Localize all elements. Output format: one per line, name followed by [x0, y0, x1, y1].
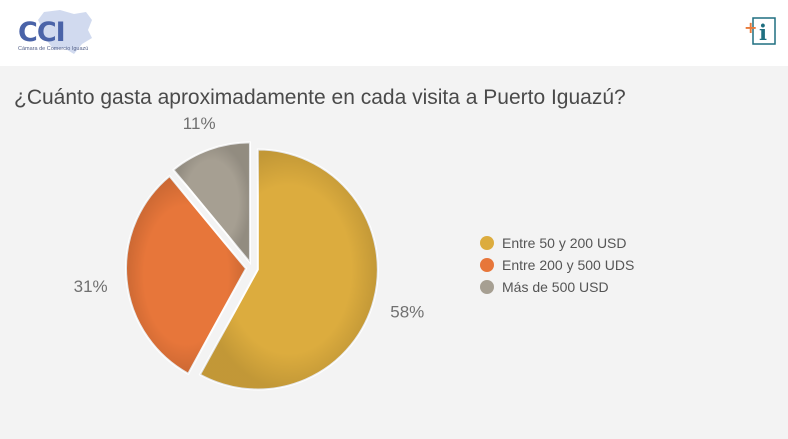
legend-marker-3: [480, 280, 494, 294]
data-label-3: 11%: [183, 114, 216, 133]
pie-slice-shade-2: [126, 176, 247, 374]
chart-legend: Entre 50 y 200 USD Entre 200 y 500 UDS Más…: [480, 232, 634, 298]
legend-item-1[interactable]: Entre 50 y 200 USD: [480, 232, 634, 254]
pie-slice-shade-3: [173, 142, 250, 263]
legend-marker-1: [480, 236, 494, 250]
legend-label-2: Entre 200 y 500 UDS: [502, 257, 635, 273]
pie-slice-shade-1: [200, 149, 378, 390]
plus-info-icon[interactable]: + i: [744, 16, 776, 46]
chart-title: ¿Cuánto gasta aproximadamente en cada vi…: [14, 86, 626, 109]
info-letter: i: [759, 20, 767, 45]
legend-item-2[interactable]: Entre 200 y 500 UDS: [480, 254, 634, 276]
logo-letters: CCI: [18, 17, 66, 48]
map-outline-icon: [38, 10, 92, 54]
logo-subtitle: Cámara de Comercio Iguazú: [18, 46, 89, 52]
legend-label-1: Entre 50 y 200 USD: [502, 235, 627, 251]
cci-logo[interactable]: CCI Cámara de Comercio Iguazú: [14, 8, 94, 56]
data-label-2: 31%: [74, 277, 108, 296]
plus-glyph: +: [744, 18, 757, 37]
legend-item-3[interactable]: Más de 500 USD: [480, 276, 634, 298]
data-label-1: 58%: [390, 302, 424, 321]
legend-marker-2: [480, 258, 494, 272]
legend-label-3: Más de 500 USD: [502, 279, 609, 295]
header-bar: CCI Cámara de Comercio Iguazú + i: [0, 0, 788, 66]
